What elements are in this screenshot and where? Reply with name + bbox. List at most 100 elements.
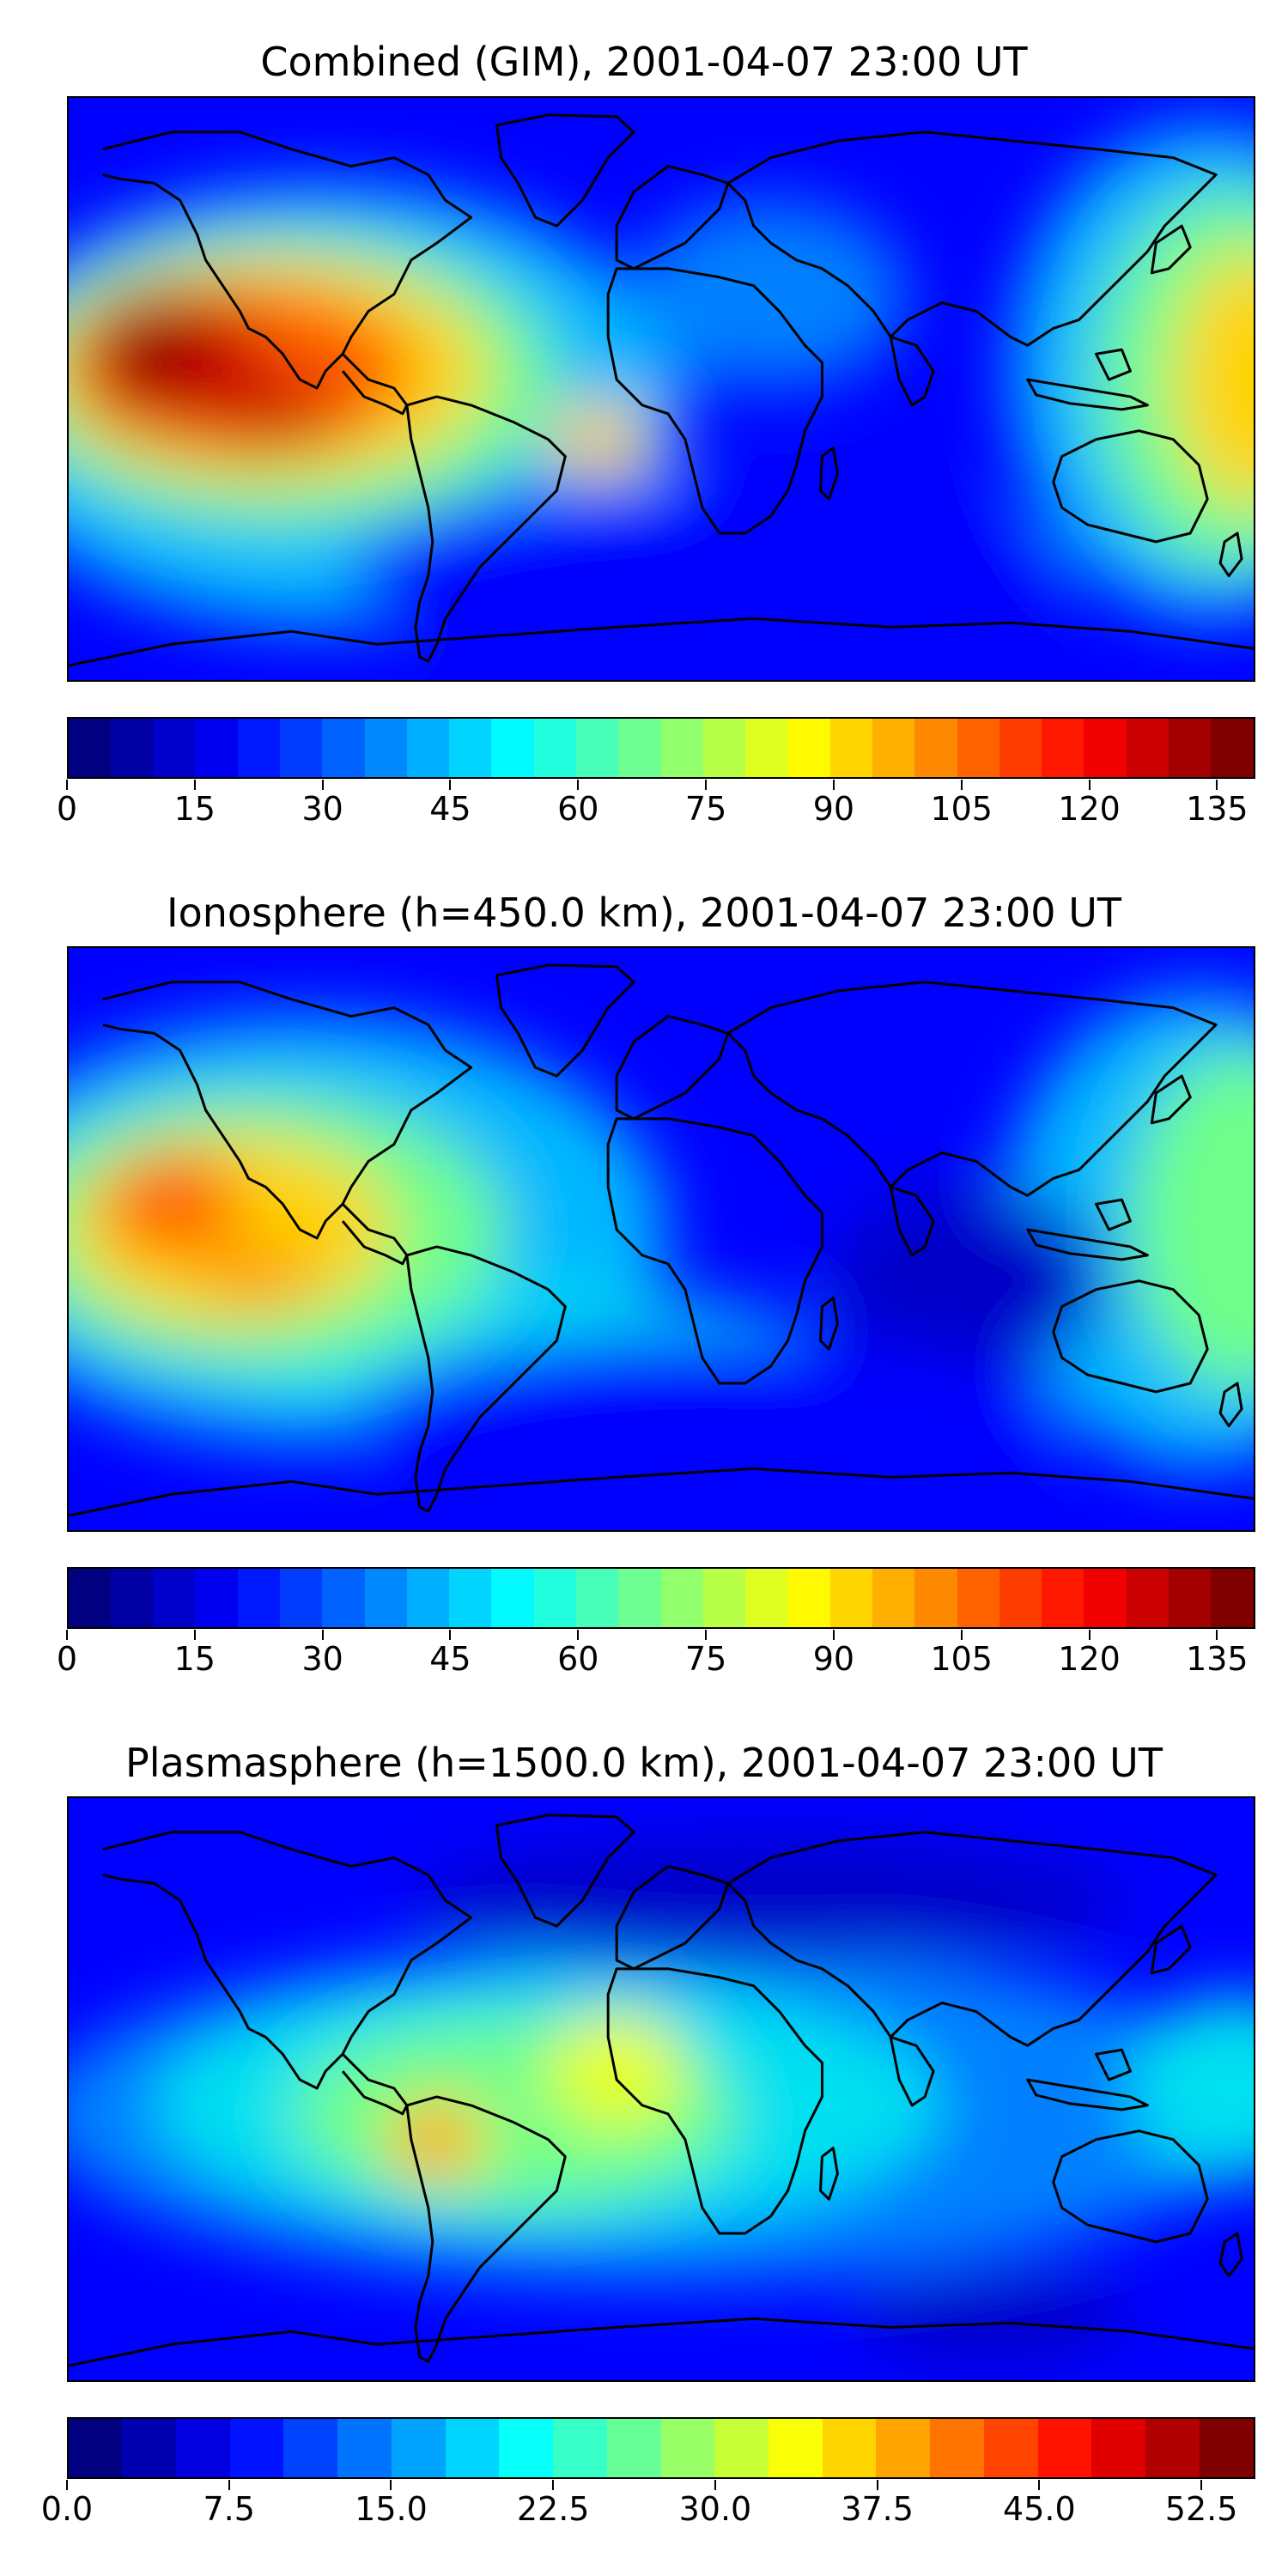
colorbar-segment [553, 2419, 608, 2477]
colorbar-tick-label: 120 [1058, 790, 1121, 828]
field-blob [548, 404, 652, 474]
colorbar-segment [491, 1569, 535, 1627]
colorbar-tick-label: 60 [557, 1640, 599, 1678]
colorbar-tick-mark [832, 780, 835, 790]
colorbar-segment [195, 1569, 239, 1627]
colorbar-segment [1145, 2419, 1200, 2477]
field-blob [1173, 251, 1254, 508]
field-blob [351, 482, 1071, 671]
colorbar-segment [337, 2419, 392, 2477]
colorbar-tick-mark [321, 1630, 324, 1640]
colorbar-tick-mark [228, 2480, 230, 2490]
map-title: Plasmasphere (h=1500.0 km), 2001-04-07 2… [125, 1740, 1163, 1786]
colorbar-segment [914, 719, 958, 777]
colorbar-tick-mark [714, 2480, 716, 2490]
field-blob [1130, 1050, 1254, 1392]
field-blob [351, 1332, 1071, 1521]
map-title: Combined (GIM), 2001-04-07 23:00 UT [260, 39, 1028, 85]
colorbar-segment [872, 719, 915, 777]
colorbar-tick-mark [66, 1630, 68, 1640]
colorbar-segment [576, 719, 619, 777]
colorbar-segment [280, 719, 323, 777]
colorbar-segment [999, 1569, 1042, 1627]
colorbar-tick-mark [66, 2480, 68, 2490]
colorbar-tick-label: 0.0 [40, 2490, 94, 2528]
colorbar-tick-mark [1200, 2480, 1203, 2490]
colorbar-segment [999, 719, 1042, 777]
field-blob [205, 380, 343, 448]
colorbar-segment [1127, 719, 1170, 777]
colorbar-tick-mark [449, 780, 452, 790]
colorbar-segment [122, 2419, 177, 2477]
colorbar-tick-label: 52.5 [1164, 2490, 1238, 2528]
colorbar-segment [1084, 1569, 1127, 1627]
colorbar-tick-label: 75 [684, 790, 727, 828]
colorbar-tick-label: 30.0 [678, 2490, 752, 2528]
colorbar-tick-mark [960, 780, 963, 790]
field-blob [634, 200, 908, 389]
colorbar-tick-label: 75 [684, 1640, 727, 1678]
colorbar-tick-label: 60 [557, 790, 599, 828]
colorbar-segment [230, 2419, 284, 2477]
colorbar-segment [322, 1569, 366, 1627]
colorbar-segment [111, 1569, 154, 1627]
colorbar-segment [618, 719, 662, 777]
colorbar-segment [914, 1569, 958, 1627]
colorbar-segment [1042, 1569, 1084, 1627]
colorbar-segment [1084, 719, 1127, 777]
colorbar-tick-label: 90 [812, 1640, 855, 1678]
colorbar-segment [830, 719, 873, 777]
colorbar-tick-mark [876, 2480, 878, 2490]
colorbar-segment [446, 2419, 500, 2477]
colorbar-segment [1211, 719, 1254, 777]
colorbar-segment [176, 2419, 231, 2477]
colorbar-tick-label: 30 [301, 1640, 343, 1678]
colorbar-segment [1169, 1569, 1212, 1627]
colorbar-segment [283, 2419, 338, 2477]
colorbar-segment [745, 719, 788, 777]
colorbar-segment [153, 719, 196, 777]
colorbar-segment [661, 1569, 704, 1627]
colorbar-segment [449, 1569, 492, 1627]
colorbar-ticks: 0 15 30 45 60 75 90 105 120 135 [57, 1630, 1255, 1692]
colorbar-segment [365, 719, 408, 777]
colorbar-segment [930, 2419, 985, 2477]
colorbar-segment [491, 719, 535, 777]
colorbar-segment [823, 2419, 877, 2477]
colorbar-segment [407, 719, 450, 777]
colorbar-tick-label: 105 [930, 1640, 993, 1678]
colorbar-tick-mark [1216, 780, 1218, 790]
colorbar-segment [787, 719, 831, 777]
colorbar-tick-label: 120 [1058, 1640, 1121, 1678]
colorbar-segment [769, 2419, 823, 2477]
colorbar [67, 2417, 1255, 2479]
colorbar-tick-mark [577, 780, 580, 790]
colorbar-tick-mark [577, 1630, 580, 1640]
colorbar-segment [238, 1569, 281, 1627]
colorbar-segment [607, 2419, 662, 2477]
colorbar-segment [69, 1569, 112, 1627]
tec-map-plasmasphere [67, 1796, 1255, 2382]
field-blob [197, 1242, 318, 1303]
colorbar-tick-label: 135 [1186, 1640, 1249, 1678]
colorbar-segment [703, 1569, 746, 1627]
colorbar-tick-label: 7.5 [203, 2490, 255, 2528]
colorbar-segment [576, 1569, 619, 1627]
field-blob [548, 2011, 685, 2131]
colorbar-tick-label: 45.0 [1003, 2490, 1076, 2528]
map-title: Ionosphere (h=450.0 km), 2001-04-07 23:0… [167, 890, 1121, 936]
colorbar-segment [69, 719, 112, 777]
colorbar-segment [534, 1569, 577, 1627]
colorbar-segment [787, 1569, 831, 1627]
colorbar-segment [1042, 719, 1084, 777]
colorbar-tick-mark [832, 1630, 835, 1640]
colorbar-tick-label: 15 [173, 1640, 216, 1678]
colorbar-segment [957, 719, 1000, 777]
colorbar-segment [69, 2419, 123, 2477]
colorbar-tick-label: 0 [56, 790, 78, 828]
colorbar-segment [661, 2419, 715, 2477]
colorbar-segment [280, 1569, 323, 1627]
tec-map-combined [67, 96, 1255, 682]
colorbar-tick-mark [705, 1630, 708, 1640]
colorbar-segment [745, 1569, 788, 1627]
